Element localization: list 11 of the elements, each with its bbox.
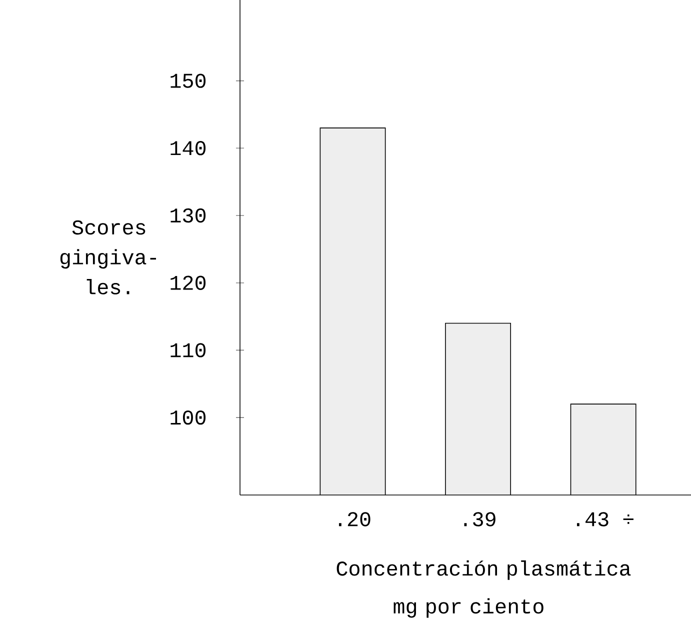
y-tick-label: 140 bbox=[170, 141, 206, 156]
y-tick-label: 100 bbox=[170, 410, 206, 425]
x-tick-label: .39 bbox=[464, 512, 496, 526]
y-tick-label: 120 bbox=[170, 276, 206, 290]
x-tick-label: .20 bbox=[338, 512, 370, 526]
x-axis-title: Concentración plasmática mg por ciento bbox=[336, 560, 631, 618]
y-axis-title: Scores gingiva-les. bbox=[60, 220, 156, 294]
y-tick-label: 110 bbox=[170, 343, 206, 358]
x-tick-label: .43 ÷ bbox=[576, 512, 634, 526]
y-tick-label: 150 bbox=[170, 74, 206, 88]
y-tick-label: 130 bbox=[170, 208, 206, 223]
